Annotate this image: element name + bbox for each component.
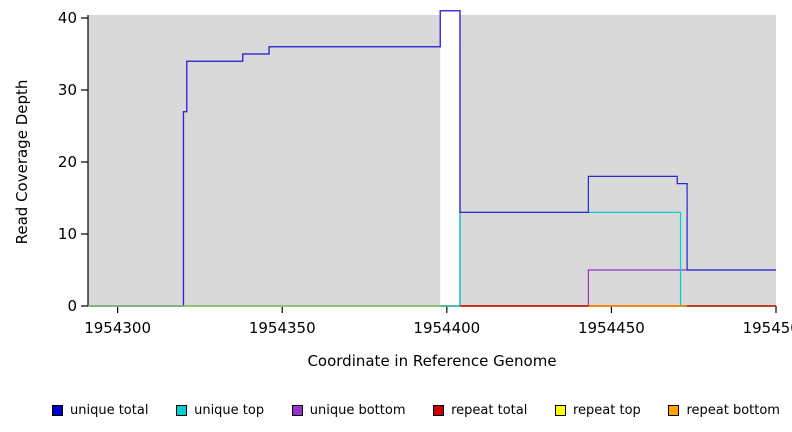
legend-swatch-icon — [176, 404, 188, 416]
legend-item-repeat-total: repeat total — [433, 403, 527, 418]
legend-item-unique-total: unique total — [52, 403, 148, 418]
x-axis-title: Coordinate in Reference Genome — [307, 352, 557, 370]
legend-label: repeat total — [451, 402, 528, 418]
no-data-band — [440, 0, 460, 306]
y-tick-label: 20 — [58, 153, 77, 171]
series-unique-total — [88, 10, 776, 307]
legend-item-unique-top: unique top — [176, 403, 264, 418]
legend-swatch-icon — [433, 404, 445, 416]
legend-label: unique bottom — [309, 402, 406, 418]
x-tick-label: 1954500 — [743, 319, 792, 337]
plot-background — [88, 15, 776, 306]
legend-swatch-icon — [52, 404, 63, 416]
legend-swatch-icon — [668, 404, 680, 416]
y-tick-label: 40 — [58, 9, 77, 27]
legend-label: repeat bottom — [686, 402, 780, 418]
legend-item-repeat-bottom: repeat bottom — [668, 403, 780, 418]
legend-swatch-icon — [555, 404, 566, 416]
y-tick-label: 0 — [67, 297, 77, 315]
legend-label: unique total — [70, 402, 149, 418]
x-tick-label: 1954300 — [84, 319, 151, 337]
coverage-chart-svg: 0 10 20 30 40 1954300 1954350 1954400 1954450 195… — [57, 0, 792, 337]
x-tick-label: 1954350 — [249, 319, 316, 337]
y-tick-label: 30 — [58, 81, 77, 99]
legend: unique total unique top unique bottom repea… — [0, 397, 792, 423]
legend-swatch-icon — [291, 404, 303, 416]
y-tick-label: 10 — [58, 225, 77, 243]
x-tick-label: 1954450 — [578, 319, 645, 337]
legend-label: unique top — [194, 402, 265, 418]
x-tick-label: 1954400 — [413, 319, 480, 337]
legend-item-unique-bottom: unique bottom — [291, 402, 406, 418]
y-axis-title: Read Coverage Depth — [13, 79, 31, 245]
legend-label: repeat top — [573, 402, 641, 418]
legend-item-repeat-top: repeat top — [555, 403, 641, 418]
